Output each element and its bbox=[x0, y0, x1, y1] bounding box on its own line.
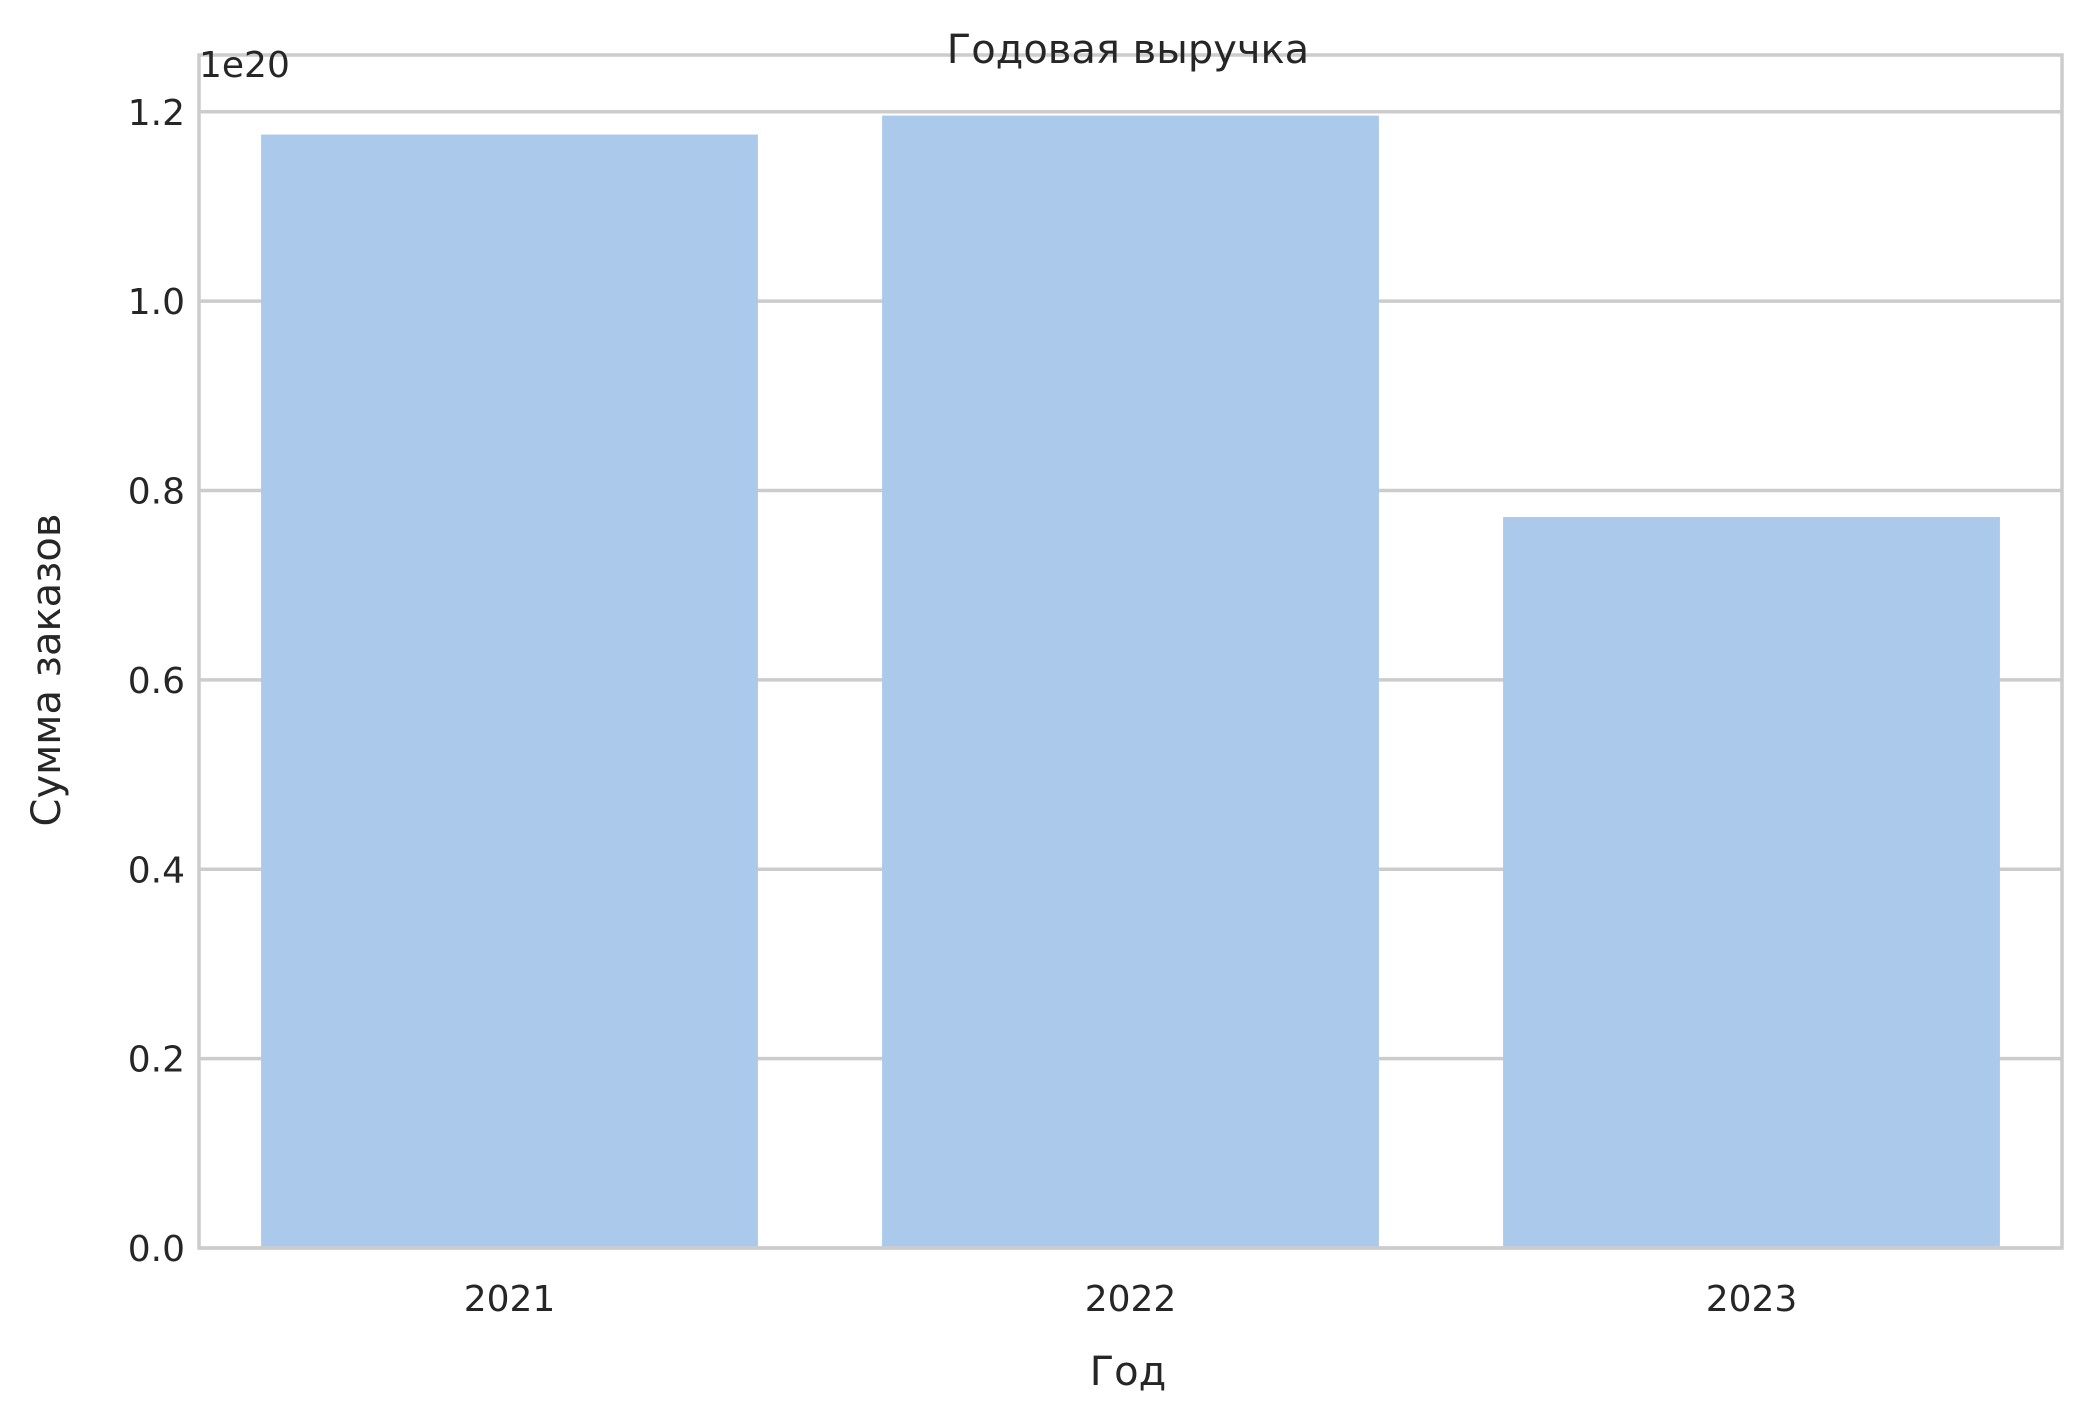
y-tick-label: 1.2 bbox=[128, 93, 185, 134]
y-tick-label: 0.0 bbox=[128, 1229, 185, 1270]
bar-2023 bbox=[1503, 517, 2000, 1248]
y-tick-label: 1.0 bbox=[128, 282, 185, 323]
x-axis-label: Год bbox=[1090, 1349, 1167, 1395]
y-axis-offset-label: 1e20 bbox=[199, 45, 290, 86]
x-tick-label: 2023 bbox=[1706, 1279, 1798, 1320]
x-axis-ticks: 2021 2022 2023 bbox=[464, 1279, 1798, 1320]
x-tick-label: 2022 bbox=[1085, 1279, 1177, 1320]
chart-title: Годовая выручка bbox=[947, 27, 1309, 73]
y-axis-ticks: 0.0 0.2 0.4 0.6 0.8 1.0 1.2 bbox=[128, 93, 185, 1270]
y-tick-label: 0.8 bbox=[128, 472, 185, 513]
bars bbox=[261, 115, 2000, 1249]
bar-2022 bbox=[882, 115, 1379, 1249]
y-axis-label: Сумма заказов bbox=[24, 514, 70, 827]
bar-2021 bbox=[261, 134, 758, 1249]
y-tick-label: 0.2 bbox=[128, 1040, 185, 1081]
x-tick-label: 2021 bbox=[464, 1279, 556, 1320]
y-tick-label: 0.4 bbox=[128, 850, 185, 891]
plot-frame bbox=[197, 53, 2064, 1250]
y-tick-label: 0.6 bbox=[128, 661, 185, 702]
